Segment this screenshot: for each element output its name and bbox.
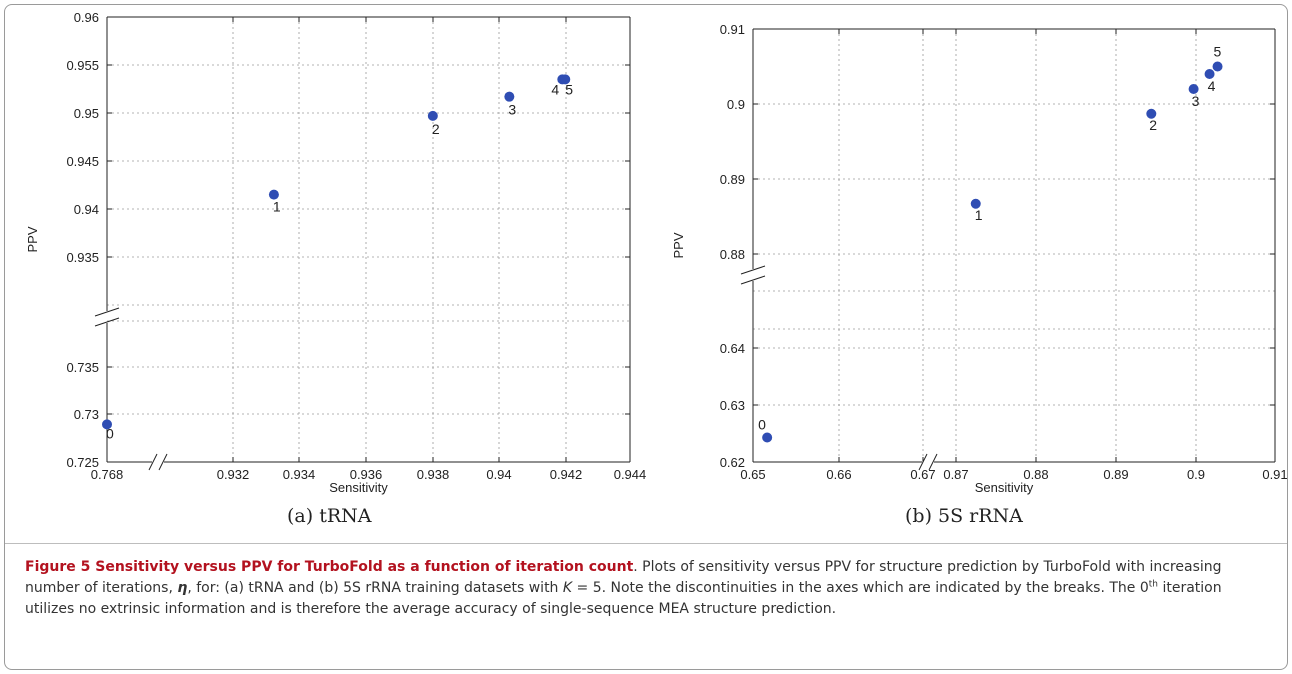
x-tick-label: 0.932 <box>217 467 250 482</box>
x-tick-label: 0.94 <box>486 467 511 482</box>
caption-k: K <box>562 580 573 596</box>
y-tick-label: 0.96 <box>74 10 99 25</box>
y-axis-break-mark <box>740 275 766 285</box>
caption-eta: η <box>177 580 188 596</box>
caption-text-1: . Plots of sensitivity versus PPV for st… <box>25 559 1222 596</box>
x-tick-label: 0.66 <box>826 467 851 482</box>
y-axis-break-mark <box>740 265 766 275</box>
caption-text-4: iteration utilizes no extrinsic informat… <box>25 580 1222 617</box>
caption-text-3: = 5. Note the discontinuities in the axe… <box>572 580 1149 596</box>
caption-divider <box>5 543 1287 544</box>
chart-trna: 0.768 0.932 0.934 0.936 0.938 0.94 0.942 0.9440… <box>25 10 647 495</box>
x-tick-label: 0.944 <box>614 467 647 482</box>
y-tick-label: 0.62 <box>720 455 745 470</box>
caption-text-2: , for: (a) tRNA and (b) 5S rRNA training… <box>187 580 563 596</box>
figure-caption: Figure 5 Sensitivity versus PPV for Turb… <box>25 557 1273 620</box>
y-tick-label: 0.91 <box>720 22 745 37</box>
caption-title: Figure 5 Sensitivity versus PPV for Turb… <box>25 559 634 575</box>
y-tick-label: 0.945 <box>66 154 99 169</box>
y-tick-label: 0.88 <box>720 247 745 262</box>
y-tick-label: 0.935 <box>66 250 99 265</box>
point-label: 3 <box>508 102 516 118</box>
data-point <box>268 189 279 200</box>
data-point <box>762 432 773 443</box>
point-label: 1 <box>975 207 983 223</box>
y-tick-label: 0.955 <box>66 58 99 73</box>
y-axis-label: PPV <box>25 226 40 252</box>
y-axis-break-mark <box>94 307 120 317</box>
y-tick-label: 0.64 <box>720 341 745 356</box>
data-point <box>1188 84 1199 94</box>
data-point <box>1146 108 1157 119</box>
x-axis-break-mark <box>148 453 158 471</box>
point-label: 1 <box>273 199 281 215</box>
x-tick-label: 0.934 <box>283 467 316 482</box>
data-point <box>970 198 981 209</box>
x-tick-label: 0.87 <box>943 467 968 482</box>
point-label: 2 <box>1149 117 1157 133</box>
x-tick-label: 0.88 <box>1023 467 1048 482</box>
point-label: 4 <box>1208 78 1216 94</box>
x-tick-label: 0.768 <box>91 467 124 482</box>
y-tick-label: 0.95 <box>74 106 99 121</box>
x-tick-label: 0.65 <box>740 467 765 482</box>
point-label: 4 <box>551 81 559 97</box>
data-point <box>1212 61 1223 72</box>
point-label: 0 <box>758 416 766 432</box>
y-tick-label: 0.73 <box>74 407 99 422</box>
data-point <box>102 419 112 430</box>
x-axis-break-mark <box>928 453 938 471</box>
y-axis-break-mark <box>94 317 120 327</box>
point-label: 2 <box>432 121 440 137</box>
x-tick-label: 0.942 <box>550 467 583 482</box>
data-point <box>560 74 571 85</box>
y-tick-label: 0.725 <box>66 455 99 470</box>
y-tick-label: 0.9 <box>727 97 745 112</box>
subcaption-trna: (a) tRNA <box>287 505 372 527</box>
data-point <box>1204 69 1215 79</box>
x-axis-label: Sensitivity <box>975 480 1034 495</box>
y-tick-label: 0.63 <box>720 398 745 413</box>
x-axis-label: Sensitivity <box>329 480 388 495</box>
x-tick-label: 0.89 <box>1103 467 1128 482</box>
point-label: 5 <box>1214 44 1222 60</box>
point-label: 0 <box>106 425 114 441</box>
point-label: 5 <box>565 81 573 97</box>
y-axis-label: PPV <box>671 232 686 258</box>
y-tick-label: 0.94 <box>74 202 99 217</box>
x-tick-label: 0.9 <box>1187 467 1205 482</box>
caption-sup: th <box>1148 579 1159 590</box>
x-tick-label: 0.67 <box>910 467 935 482</box>
x-tick-label: 0.91 <box>1262 467 1287 482</box>
y-tick-label: 0.89 <box>720 172 745 187</box>
subcaption-5s-rrna: (b) 5S rRNA <box>905 505 1023 527</box>
x-axis-break-mark <box>158 453 168 471</box>
data-point <box>504 91 515 102</box>
chart-5s-rrna: 0.65 0.66 0.67 0.87 0.88 0.89 0.9 0.910.620.630… <box>671 22 1287 495</box>
figure-frame: 0.768 0.932 0.934 0.936 0.938 0.94 0.942 0.944 0… <box>4 4 1288 670</box>
x-tick-label: 0.936 <box>350 467 383 482</box>
point-label: 3 <box>1192 93 1200 109</box>
y-tick-label: 0.735 <box>66 360 99 375</box>
data-point <box>427 110 438 121</box>
x-tick-label: 0.938 <box>417 467 450 482</box>
